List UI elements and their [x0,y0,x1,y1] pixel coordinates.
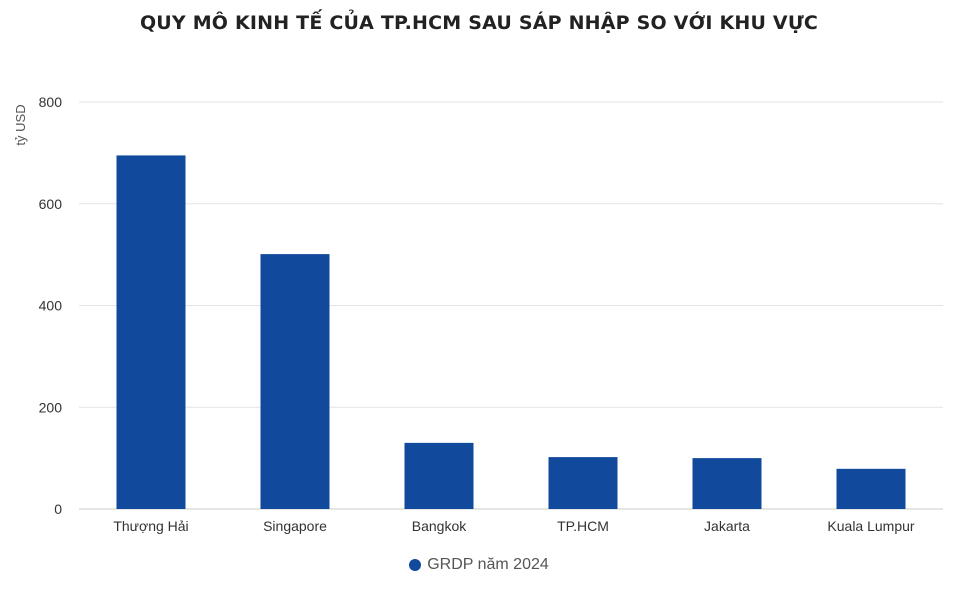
bar[interactable] [116,155,186,509]
x-tick-label: Jakarta [704,518,750,534]
x-tick-label: Bangkok [412,518,467,534]
y-tick-label: 600 [39,196,63,212]
bar[interactable] [692,458,762,509]
legend[interactable]: GRDP năm 2024 [0,556,958,574]
x-tick-label: Thượng Hải [113,518,188,534]
bars [116,155,906,509]
legend-marker-icon [409,559,422,571]
bar[interactable] [548,457,618,509]
bar[interactable] [836,468,906,509]
y-tick-label: 0 [54,501,62,517]
x-tick-label: TP.HCM [557,518,609,534]
x-tick-label: Singapore [263,518,327,534]
x-axis-ticks: Thượng Hải Singapore Bangkok TP.HCM Jakarta K… [113,518,915,534]
x-tick-label: Kuala Lumpur [827,518,915,534]
chart-title: QUY MÔ KINH TẾ CỦA TP.HCM SAU SÁP NHẬP S… [139,12,819,34]
y-axis-ticks: 0 200 400 600 800 [39,94,63,517]
y-axis-title: tỷ USD [13,104,28,145]
bar[interactable] [260,254,330,509]
bar[interactable] [404,442,474,509]
legend-label: GRDP năm 2024 [427,556,549,573]
gridlines [79,101,943,510]
y-tick-label: 400 [39,298,63,314]
y-tick-label: 200 [39,399,63,415]
y-tick-label: 800 [39,94,63,110]
